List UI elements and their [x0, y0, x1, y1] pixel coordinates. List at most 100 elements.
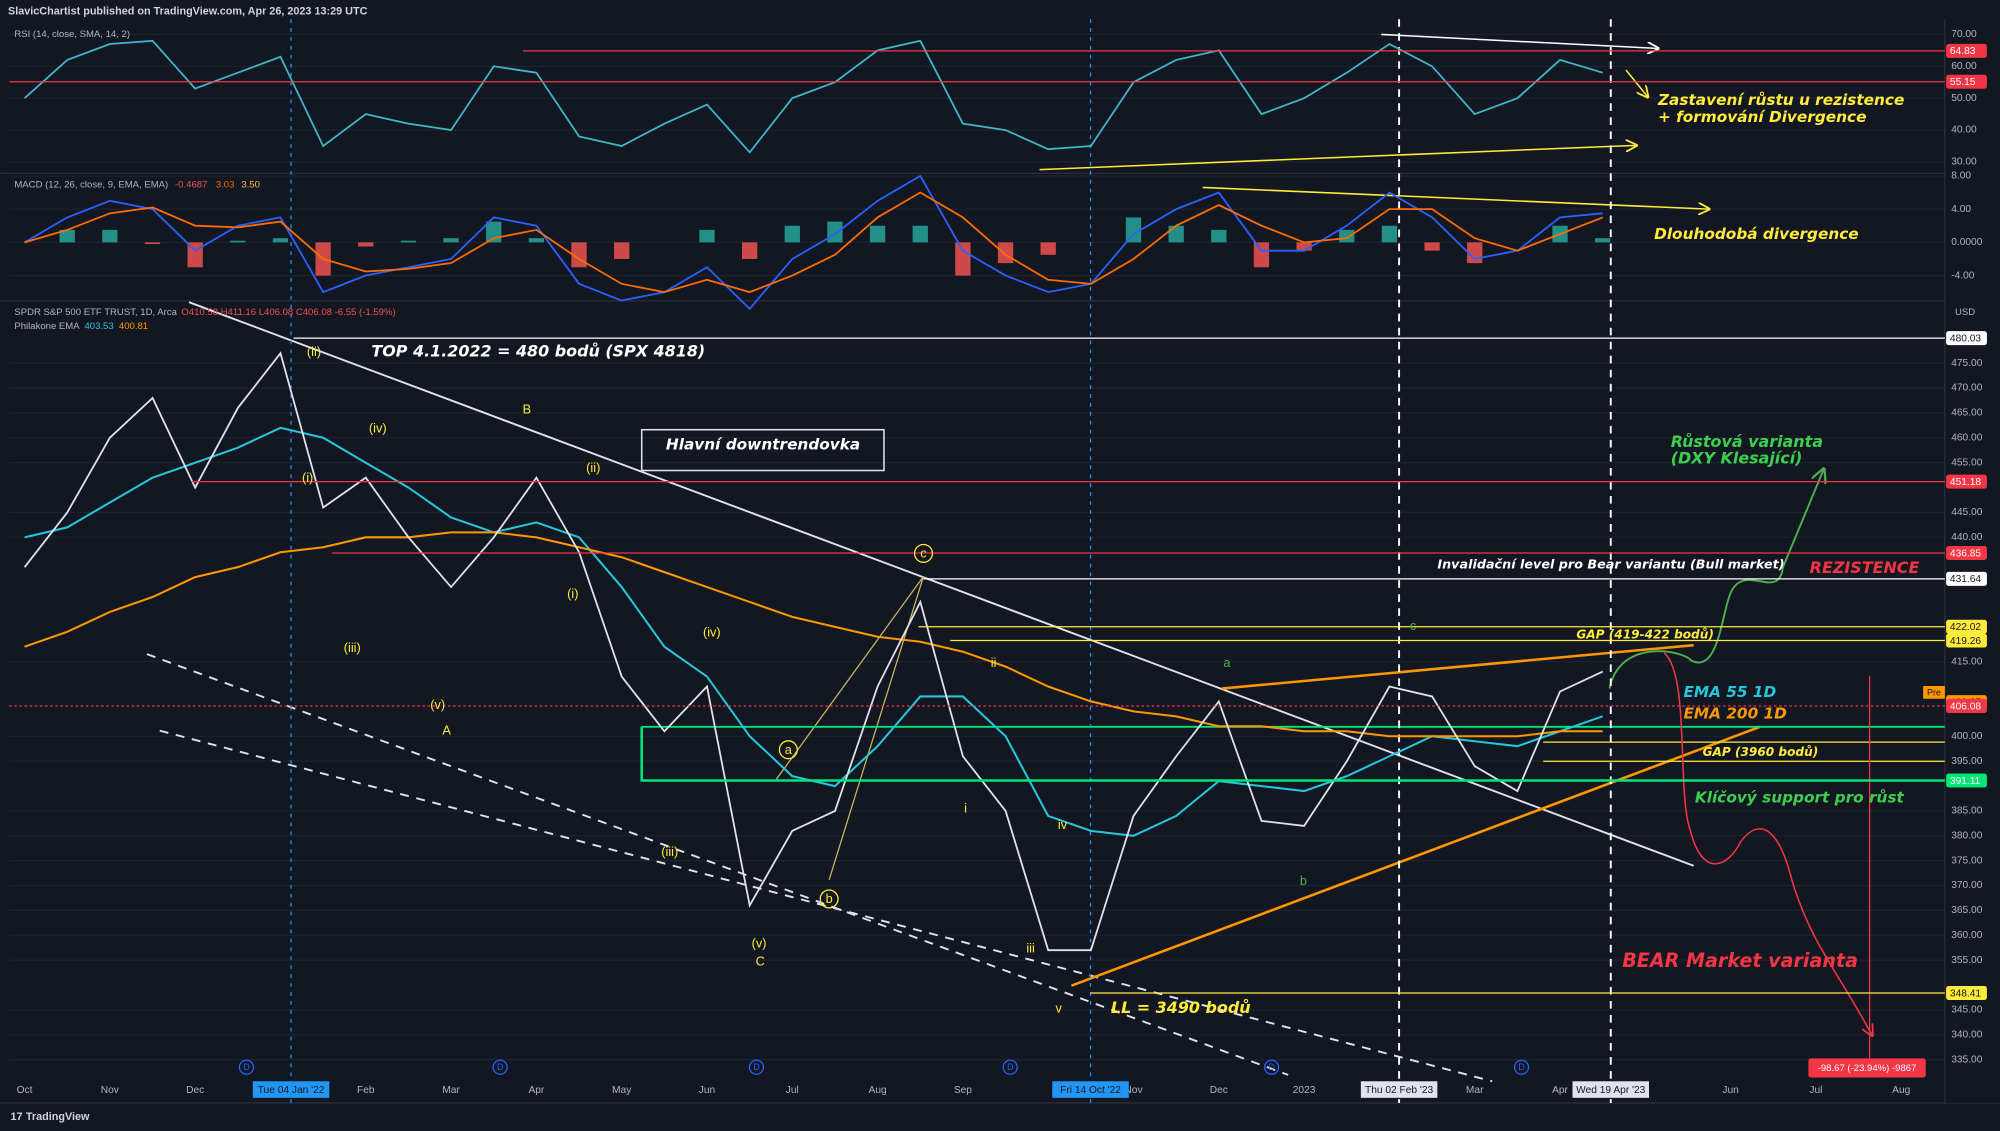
- brand-logo: 17: [11, 1111, 23, 1123]
- wave-label: v: [1055, 1001, 1062, 1016]
- x-tick-label: Oct: [17, 1085, 33, 1096]
- dividend-marker: [1263, 1059, 1280, 1075]
- y-tick-label: 335.00: [1951, 1054, 1982, 1065]
- wave-label: B: [523, 401, 532, 416]
- indicator-value: 3.50: [241, 179, 260, 190]
- indicator-value: 400.81: [119, 321, 148, 332]
- level-tag: [1946, 985, 1987, 1000]
- wave-label: ii: [991, 655, 997, 670]
- histogram-bar: [1424, 242, 1440, 251]
- level-label: 348.41: [1950, 988, 1981, 999]
- cursor-date: Tue 04 Jan '22: [258, 1085, 325, 1096]
- annotation: GAP (3960 bodů): [1703, 745, 1819, 759]
- histogram-bar: [1296, 242, 1312, 251]
- histogram-bar: [144, 242, 161, 245]
- y-tick-label: 8.00: [1951, 171, 1971, 182]
- level-label: 391.11: [1950, 776, 1981, 787]
- wave-label: (iv): [703, 624, 721, 639]
- resistance-trendline: [1221, 643, 1694, 690]
- dividend-label: D: [243, 1062, 249, 1072]
- dividend-marker: [748, 1059, 765, 1075]
- histogram-bar: [1253, 242, 1270, 268]
- histogram-bar: [1381, 225, 1398, 243]
- bear-scenario: [1663, 652, 1872, 1036]
- histogram-bar: [997, 242, 1014, 264]
- histogram-bar: [1040, 242, 1056, 255]
- x-tick-label: Apr: [528, 1085, 544, 1096]
- currency-label: USD: [1955, 307, 1975, 318]
- annotation: TOP 4.1.2022 = 480 bodů (SPX 4818): [371, 341, 705, 360]
- annotation: Hlavní downtrendovka: [666, 436, 860, 454]
- label-box: [640, 428, 885, 472]
- wave-label: (iv): [369, 420, 387, 435]
- histogram-bar: [272, 238, 289, 243]
- x-tick-label: Nov: [101, 1085, 120, 1096]
- x-tick-label: Feb: [357, 1085, 375, 1096]
- indicator-title: MACD (12, 26, close, 9, EMA, EMA): [14, 179, 168, 190]
- histogram-bar: [614, 242, 630, 259]
- level-tag: [1946, 571, 1987, 586]
- plot-layer: D D D D D D Pre (ii) (iv) (i) (iii) (v) A B (ii) (i) (iv…: [9, 39, 1945, 1078]
- x-tick-label: Mar: [1466, 1085, 1484, 1096]
- histogram-bar: [741, 242, 758, 259]
- y-tick-label: 375.00: [1951, 855, 1982, 866]
- y-tick-label: 395.00: [1951, 756, 1982, 767]
- histogram-bar: [912, 225, 928, 243]
- level-label: 419.26: [1950, 636, 1981, 647]
- y-tick-label: 455.00: [1951, 457, 1982, 468]
- level-tag: [1946, 545, 1987, 560]
- level-tag: [1946, 331, 1987, 346]
- macd-line: [24, 191, 1604, 294]
- wave-label: (v): [752, 936, 767, 951]
- y-tick-label: 365.00: [1951, 905, 1982, 916]
- annotation: REZISTENCE: [1810, 558, 1920, 577]
- grid-layer: [9, 33, 1945, 1061]
- dividend-label: D: [1268, 1062, 1274, 1072]
- level-label: 55.15: [1950, 77, 1976, 88]
- histogram-bar: [1168, 225, 1184, 243]
- indicator-value: 3.03: [216, 179, 235, 190]
- cursor-date-tag: [1572, 1081, 1650, 1098]
- bull-scenario: [1608, 469, 1823, 689]
- ema-name: EMA 55 1D: [1683, 683, 1776, 701]
- annotation: LL = 3490 bodů: [1111, 998, 1251, 1017]
- macd-line: [24, 174, 1603, 311]
- wave-label: (v): [430, 697, 445, 712]
- cursor-date-tag: [252, 1081, 330, 1098]
- level-tag: [1946, 699, 1987, 714]
- price-line: [23, 351, 1604, 952]
- level-tag: [1946, 43, 1987, 58]
- x-tick-label: May: [612, 1085, 632, 1096]
- x-tick-label: Jun: [699, 1085, 715, 1096]
- y-tick-label: -4.00: [1951, 270, 1975, 281]
- wave-label: (ii): [307, 344, 321, 359]
- histogram-bar: [230, 240, 246, 243]
- wave-lines: [775, 575, 925, 880]
- x-tick-label: Mar: [442, 1085, 460, 1096]
- cursor-date-tag: [1052, 1081, 1129, 1098]
- level-label: 436.85: [1950, 548, 1981, 559]
- level-label: 480.03: [1950, 333, 1981, 344]
- y-tick-label: 40.00: [1951, 125, 1977, 136]
- histogram-bar: [358, 242, 374, 247]
- histogram-bar: [528, 238, 545, 243]
- y-tick-label: 475.00: [1951, 358, 1982, 369]
- y-tick-label: 465.00: [1951, 408, 1982, 419]
- wave-label: b: [826, 891, 833, 906]
- annotation: (DXY Klesající): [1671, 449, 1803, 468]
- pointer-arrow: [1625, 69, 1648, 97]
- y-tick-label: 380.00: [1951, 830, 1982, 841]
- level-tag: [1946, 633, 1987, 648]
- macd-divergence: [1202, 186, 1709, 209]
- cursor-date: Thu 02 Feb '23: [1365, 1085, 1434, 1096]
- level-tag: [1946, 773, 1987, 788]
- channel-line: [159, 729, 1493, 1083]
- rsi-divergence: [1039, 145, 1637, 171]
- histogram-bar: [1211, 229, 1227, 243]
- wave-label: c: [920, 545, 927, 560]
- y-tick-label: 50.00: [1951, 93, 1977, 104]
- x-tick-label: Jul: [1809, 1085, 1822, 1096]
- histogram-bar: [1595, 238, 1611, 243]
- annotation: GAP (419-422 bodů): [1576, 627, 1714, 641]
- x-tick-label: Sep: [954, 1085, 972, 1096]
